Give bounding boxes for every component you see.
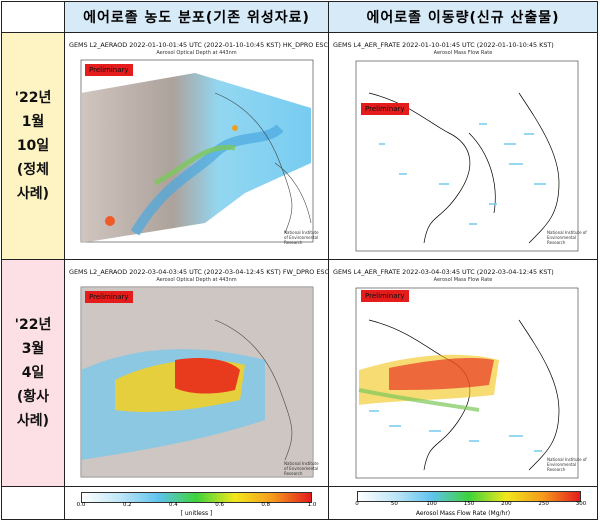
flow-colorbar-tick-1: 50 — [390, 501, 398, 507]
case2-line2: 3월 — [21, 341, 45, 357]
case2-aod-subtitle: Aerosol Optical Depth at 443nm — [156, 277, 237, 283]
flow-colorbar-unit: Aerosol Mass Flow Rate (Mg/hr) — [415, 510, 511, 517]
case1-aod-map — [80, 59, 314, 243]
case2-flow-panel: GEMS L4_AER_FRATE 2022-03-04-03:45 UTC (… — [328, 259, 598, 487]
flow-colorbar-tick-5: 250 — [538, 501, 549, 507]
flow-colorbar-tick-2: 100 — [426, 501, 437, 507]
case1-line3: 10일 — [16, 138, 50, 154]
flow-colorbar-tick-6: 300 — [575, 501, 587, 507]
case1-aod-title: GEMS L2_AERAOD 2022-01-10-01:45 UTC (202… — [69, 41, 328, 49]
case2-aod-prelim: Preliminary — [85, 291, 133, 303]
case2-line1: '22년 — [14, 317, 52, 333]
aod-colorbar — [81, 492, 312, 503]
aod-colorbar-tick-1: 0.2 — [122, 502, 132, 508]
case2-flow-logo: National Institute of Environmental Rese… — [547, 457, 587, 472]
aod-colorbar-cell: 0.0 0.2 0.4 0.6 0.8 1.0 [ unitless ] — [64, 486, 329, 520]
corner-cell — [1, 1, 65, 33]
flow-colorbar-ticks: 0 50 100 150 200 250 300 — [355, 501, 586, 509]
header-right: 에어로졸 이동량(신규 산출물) — [328, 1, 598, 33]
aod-colorbar-tick-2: 0.4 — [169, 502, 178, 508]
case1-aod-panel: GEMS L2_AERAOD 2022-01-10-01:45 UTC (202… — [64, 32, 329, 260]
flow-colorbar — [357, 491, 581, 502]
case1-flow-logo: National Institute of Environmental Rese… — [547, 230, 587, 245]
case2-flow-subtitle: Aerosol Mass Flow Rate — [433, 277, 493, 283]
flow-colorbar-tick-0: 0 — [355, 501, 359, 507]
colorbar-corner — [1, 486, 65, 520]
case1-aod-logo: National Institute of Environmental Rese… — [284, 230, 319, 245]
case2-line3: 4일 — [21, 365, 45, 381]
header-left: 에어로졸 농도 분포(기존 위성자료) — [64, 1, 329, 33]
case2-aod-logo: National Institute of Environmental Rese… — [284, 461, 319, 476]
aod-colorbar-tick-0: 0.0 — [76, 502, 86, 508]
aod-colorbar-tick-4: 0.8 — [261, 502, 271, 508]
aod-colorbar-tick-5: 1.0 — [307, 502, 317, 508]
case1-flow-subtitle: Aerosol Mass Flow Rate — [433, 50, 493, 56]
case1-flow-prelim: Preliminary — [361, 103, 409, 115]
case2-line5: 사례) — [16, 413, 50, 429]
aod-colorbar-unit: [ unitless ] — [180, 510, 213, 517]
case2-flow-prelim: Preliminary — [361, 290, 409, 302]
case2-aod-map — [80, 286, 314, 478]
aod-colorbar-tick-3: 0.6 — [215, 502, 224, 508]
case2-flow-map — [355, 287, 579, 479]
case2-line4: (황사 — [16, 389, 50, 405]
case1-line5: 사례) — [16, 186, 50, 202]
case1-line2: 1월 — [21, 114, 45, 130]
case2-aod-title: GEMS L2_AERAOD 2022-03-04-03:45 UTC (202… — [69, 268, 328, 276]
case1-flow-title: GEMS L4_AER_FRATE 2022-01-10-01:45 UTC (… — [333, 41, 554, 49]
case1-label: '22년 1월 10일 (정체 사례) — [1, 32, 65, 260]
case1-line1: '22년 — [14, 90, 52, 106]
flow-colorbar-cell: 0 50 100 150 200 250 300 Aerosol Mass Flow Rat… — [328, 486, 598, 520]
case2-flow-title: GEMS L4_AER_FRATE 2022-03-04-03:45 UTC (… — [333, 268, 554, 276]
aod-colorbar-ticks: 0.0 0.2 0.4 0.6 0.8 1.0 — [77, 502, 317, 510]
case1-aod-prelim: Preliminary — [85, 64, 133, 76]
flow-colorbar-tick-4: 200 — [501, 501, 512, 507]
case2-label: '22년 3월 4일 (황사 사례) — [1, 259, 65, 487]
case2-aod-panel: GEMS L2_AERAOD 2022-03-04-03:45 UTC (202… — [64, 259, 329, 487]
case1-flow-panel: GEMS L4_AER_FRATE 2022-01-10-01:45 UTC (… — [328, 32, 598, 260]
case1-line4: (정체 — [16, 162, 50, 178]
case1-aod-subtitle: Aerosol Optical Depth at 443nm — [156, 50, 237, 56]
flow-colorbar-tick-3: 150 — [463, 501, 475, 507]
case1-flow-map — [355, 60, 579, 252]
